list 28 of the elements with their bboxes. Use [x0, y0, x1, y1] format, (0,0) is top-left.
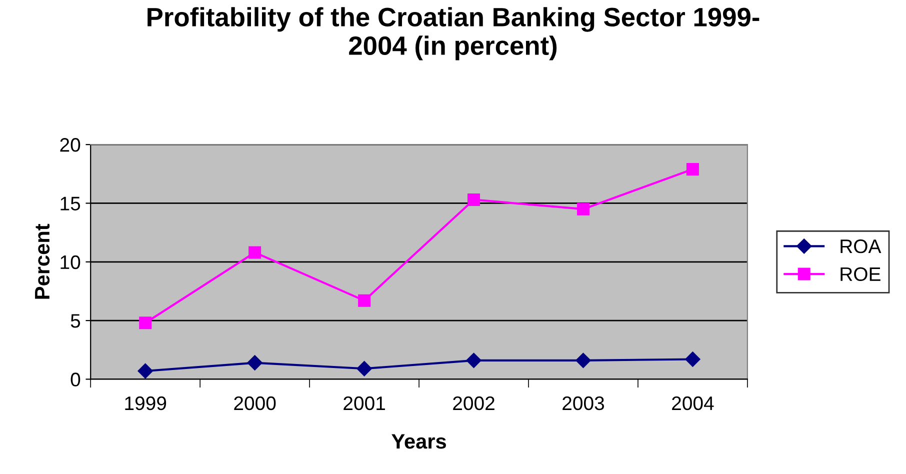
point — [685, 352, 700, 367]
y-tick-label: 10 — [60, 255, 80, 270]
y-axis-title: Percent — [35, 224, 50, 299]
y-tick-label: 5 — [70, 314, 80, 328]
y-tick-label: 20 — [60, 138, 80, 152]
legend-label: ROA — [840, 239, 882, 254]
point — [247, 355, 262, 370]
y-tick-label: 15 — [60, 196, 80, 210]
point — [466, 352, 482, 368]
point — [138, 363, 153, 379]
legend-label: ROE — [840, 267, 880, 282]
point — [358, 294, 371, 307]
chart-title: Profitability of the Croatian Banking Sector 1999- 2004 (in percent) — [148, 7, 760, 60]
point — [468, 193, 480, 206]
x-tick-label: 2000 — [234, 396, 276, 410]
x-tick-label: 2001 — [344, 396, 385, 410]
y-tick-label: 0 — [70, 372, 80, 386]
point — [686, 162, 699, 176]
point — [576, 202, 590, 216]
x-axis-title: Years — [392, 434, 446, 449]
point — [576, 352, 591, 368]
point — [248, 246, 262, 259]
point — [139, 316, 152, 330]
x-tick-label: 1999 — [125, 396, 166, 410]
point — [356, 361, 372, 376]
x-tick-label: 2003 — [562, 396, 604, 410]
x-tick-label: 2004 — [672, 396, 714, 410]
x-tick-label: 2002 — [453, 396, 494, 410]
